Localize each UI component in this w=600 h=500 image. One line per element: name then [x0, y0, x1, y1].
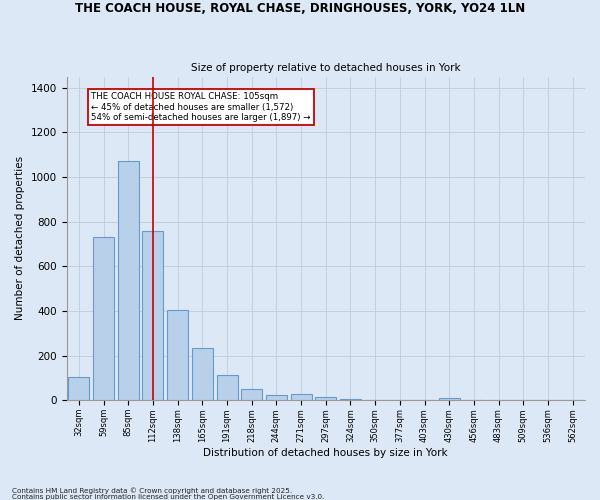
Bar	[241, 389, 262, 400]
Bar	[93, 238, 114, 400]
Bar	[315, 397, 336, 400]
Text: THE COACH HOUSE ROYAL CHASE: 105sqm
← 45% of detached houses are smaller (1,572): THE COACH HOUSE ROYAL CHASE: 105sqm ← 45…	[91, 92, 311, 122]
Bar	[167, 310, 188, 400]
Bar	[118, 162, 139, 400]
Bar	[217, 374, 238, 400]
Bar	[290, 394, 311, 400]
X-axis label: Distribution of detached houses by size in York: Distribution of detached houses by size …	[203, 448, 448, 458]
Y-axis label: Number of detached properties: Number of detached properties	[15, 156, 25, 320]
Text: THE COACH HOUSE, ROYAL CHASE, DRINGHOUSES, YORK, YO24 1LN: THE COACH HOUSE, ROYAL CHASE, DRINGHOUSE…	[75, 2, 525, 16]
Title: Size of property relative to detached houses in York: Size of property relative to detached ho…	[191, 63, 461, 73]
Bar	[340, 399, 361, 400]
Bar	[439, 398, 460, 400]
Bar	[68, 377, 89, 400]
Bar	[142, 230, 163, 400]
Bar	[266, 394, 287, 400]
Text: Contains public sector information licensed under the Open Government Licence v3: Contains public sector information licen…	[12, 494, 325, 500]
Text: Contains HM Land Registry data © Crown copyright and database right 2025.: Contains HM Land Registry data © Crown c…	[12, 487, 292, 494]
Bar	[192, 348, 213, 401]
